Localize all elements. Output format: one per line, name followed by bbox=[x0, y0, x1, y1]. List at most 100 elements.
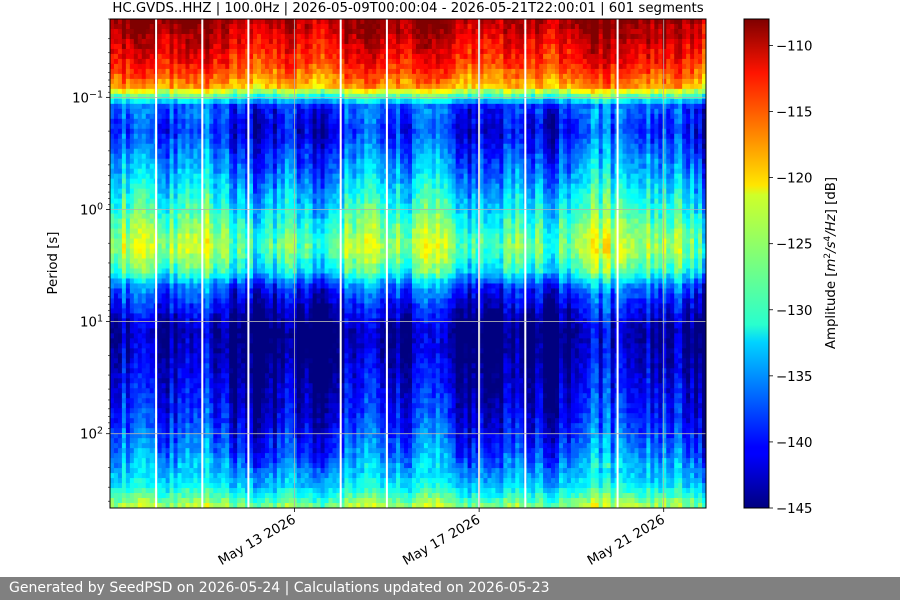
heatmap-cell bbox=[110, 498, 115, 504]
heatmap-cell bbox=[165, 363, 171, 369]
heatmap-cell bbox=[237, 493, 242, 499]
heatmap-cell bbox=[253, 93, 258, 100]
heatmap-cell bbox=[233, 308, 238, 314]
heatmap-cell bbox=[257, 333, 262, 339]
heatmap-cell bbox=[185, 123, 191, 130]
heatmap-cell bbox=[110, 313, 115, 319]
heatmap-cell bbox=[113, 68, 119, 75]
heatmap-cell bbox=[169, 458, 175, 464]
heatmap-cell bbox=[209, 458, 214, 464]
heatmap-cell bbox=[189, 113, 195, 120]
heatmap-cell bbox=[169, 93, 175, 100]
heatmap-cell bbox=[201, 328, 206, 334]
heatmap-cell bbox=[173, 443, 179, 449]
heatmap-cell bbox=[193, 108, 199, 115]
heatmap-cell bbox=[173, 333, 179, 339]
heatmap-cell bbox=[161, 503, 167, 508]
heatmap-cell bbox=[165, 23, 171, 30]
heatmap-cell bbox=[193, 223, 199, 230]
heatmap-cell bbox=[169, 48, 175, 55]
heatmap-cell bbox=[149, 478, 155, 484]
heatmap-cell bbox=[209, 493, 214, 499]
heatmap-cell bbox=[165, 138, 171, 145]
heatmap-cell bbox=[165, 43, 171, 50]
heatmap-cell bbox=[161, 218, 167, 225]
heatmap-cell bbox=[237, 218, 242, 225]
heatmap-cell bbox=[308, 128, 314, 135]
heatmap-cell bbox=[225, 118, 230, 125]
heatmap-cell bbox=[280, 48, 286, 55]
heatmap-cell bbox=[280, 268, 286, 275]
heatmap-cell bbox=[300, 43, 306, 50]
heatmap-cell bbox=[173, 313, 179, 319]
heatmap-cell bbox=[260, 433, 266, 439]
heatmap-cell bbox=[249, 78, 254, 85]
heatmap-cell bbox=[145, 438, 151, 444]
heatmap-cell bbox=[133, 153, 139, 160]
heatmap-cell bbox=[249, 273, 254, 280]
heatmap-cell bbox=[113, 158, 119, 165]
heatmap-cell bbox=[185, 503, 191, 508]
heatmap-cell bbox=[253, 178, 258, 185]
heatmap-cell bbox=[296, 263, 302, 270]
heatmap-cell bbox=[300, 388, 306, 394]
heatmap-cell bbox=[213, 83, 218, 90]
heatmap-cell bbox=[110, 338, 115, 344]
heatmap-cell bbox=[121, 303, 127, 310]
heatmap-cell bbox=[268, 393, 274, 399]
heatmap-cell bbox=[245, 158, 250, 165]
heatmap-cell bbox=[292, 478, 298, 484]
heatmap-cell bbox=[280, 108, 286, 115]
heatmap-cell bbox=[292, 413, 298, 419]
heatmap-cell bbox=[217, 273, 222, 280]
heatmap-cell bbox=[165, 218, 171, 225]
heatmap-cell bbox=[284, 23, 290, 30]
heatmap-cell bbox=[237, 448, 242, 454]
heatmap-cell bbox=[193, 448, 199, 454]
heatmap-cell bbox=[225, 123, 230, 130]
heatmap-cell bbox=[129, 413, 135, 419]
heatmap-cell bbox=[161, 138, 167, 145]
heatmap-cell bbox=[165, 248, 171, 255]
heatmap-cell bbox=[253, 258, 258, 265]
heatmap-cell bbox=[193, 138, 199, 145]
heatmap-cell bbox=[229, 213, 234, 220]
heatmap-cell bbox=[233, 118, 238, 125]
heatmap-cell bbox=[201, 463, 206, 469]
heatmap-cell bbox=[133, 498, 139, 504]
heatmap-cell bbox=[205, 118, 210, 125]
heatmap-cell bbox=[133, 138, 139, 145]
heatmap-cell bbox=[237, 383, 242, 389]
heatmap-cell bbox=[217, 123, 222, 130]
heatmap-cell bbox=[173, 253, 179, 260]
heatmap-cell bbox=[205, 263, 210, 270]
heatmap-cell bbox=[125, 98, 131, 105]
heatmap-cell bbox=[209, 138, 214, 145]
heatmap-cell bbox=[145, 53, 151, 60]
heatmap-cell bbox=[201, 453, 206, 459]
heatmap-cell bbox=[280, 318, 286, 324]
heatmap-cell bbox=[121, 293, 127, 300]
heatmap-cell bbox=[300, 163, 306, 170]
heatmap-cell bbox=[221, 413, 226, 419]
heatmap-cell bbox=[137, 453, 143, 459]
heatmap-cell bbox=[121, 48, 127, 55]
heatmap-cell bbox=[110, 443, 115, 449]
heatmap-cell bbox=[113, 458, 119, 464]
heatmap-cell bbox=[157, 243, 163, 250]
heatmap-cell bbox=[157, 383, 163, 389]
heatmap-cell bbox=[110, 218, 115, 225]
heatmap-cell bbox=[137, 478, 143, 484]
heatmap-cell bbox=[229, 423, 234, 429]
heatmap-cell bbox=[149, 28, 155, 35]
heatmap-cell bbox=[137, 328, 143, 334]
heatmap-cell bbox=[157, 238, 163, 245]
heatmap-cell bbox=[304, 373, 310, 379]
heatmap-cell bbox=[308, 273, 314, 280]
heatmap-cell bbox=[149, 133, 155, 140]
heatmap-cell bbox=[284, 273, 290, 280]
heatmap-cell bbox=[249, 308, 254, 314]
heatmap-cell bbox=[217, 103, 222, 110]
heatmap-cell bbox=[137, 173, 143, 180]
heatmap-cell bbox=[205, 208, 210, 215]
